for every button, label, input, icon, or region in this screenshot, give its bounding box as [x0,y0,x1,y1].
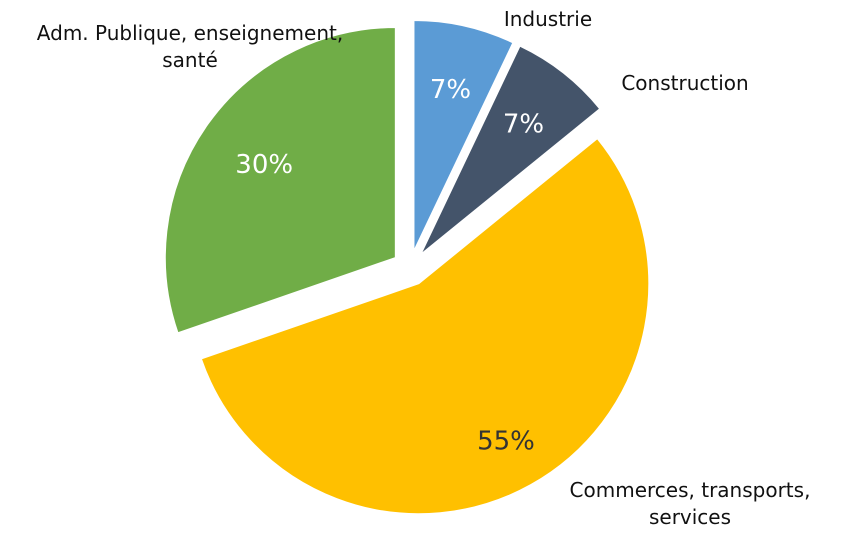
pie-slice [200,137,650,515]
slice-category-label: Commerces, transports, services [570,478,811,529]
pie-slice [420,45,601,255]
slice-category-label: Industrie [504,7,592,31]
pie-slice [413,19,514,251]
slice-category-label: Construction [621,71,748,95]
pie-slice [164,27,396,334]
slice-value-label: 7% [430,75,471,105]
slice-value-label: 30% [235,150,293,180]
slice-value-label: 55% [477,426,535,456]
slice-value-label: 7% [503,110,544,140]
slice-category-label: Adm. Publique, enseignement, santé [37,21,343,72]
